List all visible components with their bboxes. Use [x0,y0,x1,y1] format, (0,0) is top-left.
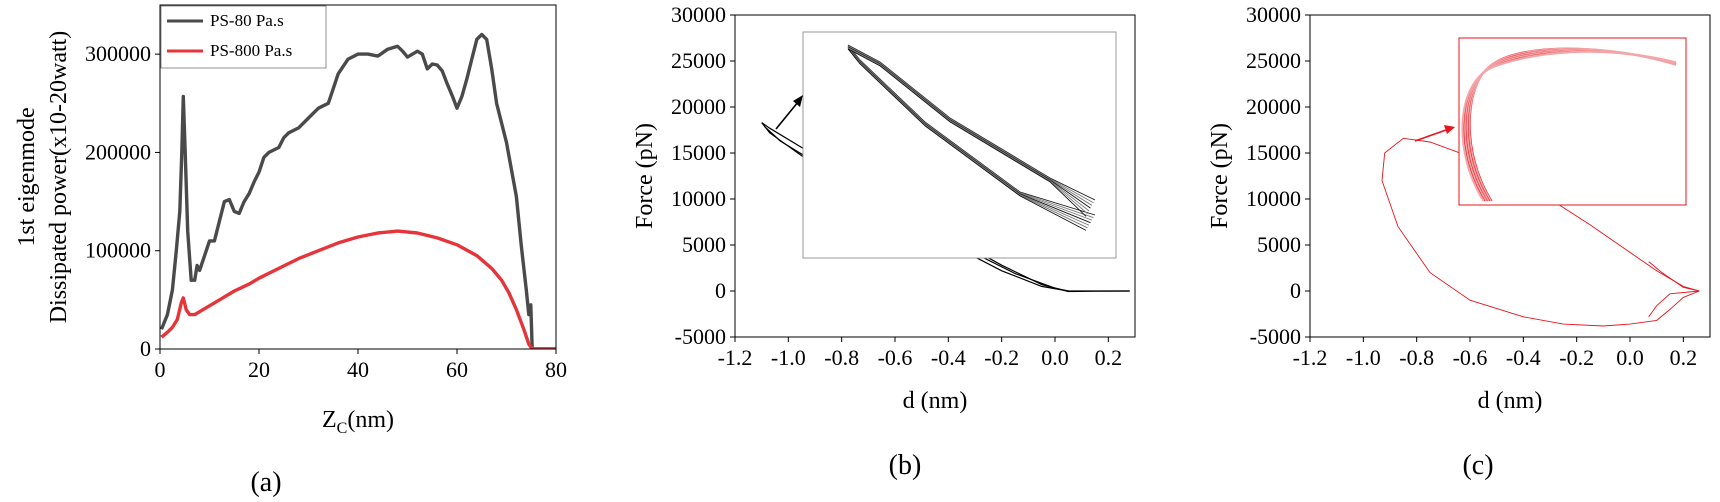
panel-b-inset-loops [847,44,1096,231]
panel-b-ytick-label: 10000 [671,186,726,211]
panel-b-xtick-label: -0.2 [984,345,1019,370]
panel-b-xtick-label: 0.2 [1095,345,1123,370]
panel-c-ytick-label: -5000 [1250,324,1301,349]
panel-c-inset-curves [1461,47,1677,202]
panel-b-ticks: -1.2 -1.0 -0.8 -0.6 -0.4 -0.2 0.0 0.2 -5000 0 5000… [671,2,1122,370]
panel-c-xtick-label: -0.2 [1559,345,1594,370]
panel-c-xtick-label: 0.0 [1616,345,1644,370]
panel-c-series-layer [1381,137,1700,327]
panel-c-xtick-label: -0.8 [1399,345,1434,370]
panel-b-ytick-label: 15000 [671,140,726,165]
panel-b-arrow-head [793,95,803,107]
panel-c-ticks: -1.2 -1.0 -0.8 -0.6 -0.4 -0.2 0.0 0.2 -5000 0 5000… [1246,2,1697,370]
panel-c-arrow-shaft [1414,129,1447,142]
panel-a-caption: (a) [250,467,281,498]
panel-a-xtick-label: 0 [155,357,166,382]
panel-b-ytick-label: 20000 [671,94,726,119]
panel-c-ytick-label: 30000 [1246,2,1301,27]
panel-c-ytick-label: 20000 [1246,94,1301,119]
panel-c-loop-line [1648,290,1700,318]
panel-b-xtick-label: -1.2 [718,345,753,370]
panel-b: -1.2 -1.0 -0.8 -0.6 -0.4 -0.2 0.0 0.2 -5000 0 5000… [632,2,1136,481]
panel-a-ticks: 0 20 40 60 80 0 100000 200000 300000 [85,41,567,382]
panel-a-legend-box [160,5,327,69]
panel-b-xtick-label: -0.8 [824,345,859,370]
panel-c-zoom-arrow [1414,125,1455,142]
series-line-ps80 [160,32,556,349]
panel-c-plot-frame [1309,14,1711,338]
panel-c-xtick-label: -0.4 [1506,345,1541,370]
panel-b-plot-frame [734,14,1136,338]
panel-a: 0 20 40 60 80 0 100000 200000 300000 PS-80 Pa.s … [14,4,567,498]
panel-b-inset-loop [847,48,1087,231]
panel-a-ytick-label: 100000 [85,238,151,263]
panel-b-ytick-label: -5000 [675,324,726,349]
panel-a-legend: PS-80 Pa.s PS-800 Pa.s [160,5,327,69]
panel-a-ylabel: 1st eigenmode Dissipated power(x10-20wat… [14,31,72,324]
panel-a-xtick-label: 60 [446,357,468,382]
panel-a-xtick-label: 20 [248,357,270,382]
panel-b-zoom-arrow [775,95,803,130]
panel-a-xtick-label: 40 [347,357,369,382]
legend-label-ps800: PS-800 Pa.s [210,41,292,60]
panel-b-arrow-shaft [775,101,799,130]
panel-c-ytick-label: 25000 [1246,48,1301,73]
panel-b-xtick-label: -0.4 [931,345,966,370]
panel-c-loop-line [1381,137,1700,327]
panel-a-ytick-label: 0 [140,336,151,361]
panel-c-ytick-label: 0 [1290,278,1301,303]
panel-c-xtick-label: 0.2 [1670,345,1698,370]
panel-a-ytick-label: 300000 [85,41,151,66]
panel-c-loop-line [1648,261,1700,292]
panel-b-ytick-label: 25000 [671,48,726,73]
panel-b-xtick-label: -0.6 [878,345,913,370]
panel-c-caption: (c) [1462,450,1493,481]
panel-a-ylabel-line2: Dissipated power(x10-20watt) [46,31,72,324]
panel-a-series-layer [160,32,556,349]
panel-b-ytick-label: 0 [715,278,726,303]
legend-label-ps80: PS-80 Pa.s [210,11,284,30]
series-line-ps800 [160,229,556,349]
panel-c-ytick-label: 15000 [1246,140,1301,165]
panel-b-xlabel: d (nm) [903,388,968,414]
panel-c-ytick-label: 10000 [1246,186,1301,211]
panel-a-xlabel: ZC(nm) [322,407,394,437]
panel-b-caption: (b) [889,450,922,481]
panel-a-xtick-label: 80 [545,357,567,382]
panel-c: -1.2 -1.0 -0.8 -0.6 -0.4 -0.2 0.0 0.2 -5000 0 5000… [1207,2,1711,481]
panel-c-ytick-label: 5000 [1257,232,1301,257]
panel-b-inset-box [802,31,1117,259]
panel-c-xtick-label: -1.0 [1346,345,1381,370]
panel-c-xtick-label: -1.2 [1293,345,1328,370]
panel-c-ylabel: Force (pN) [1207,123,1233,229]
panel-c-inset-curve [1461,50,1677,202]
panel-a-ytick-label: 200000 [85,139,151,164]
panel-b-ytick-label: 5000 [682,232,726,257]
panel-c-arrow-head [1444,125,1455,134]
panel-a-ylabel-line1: 1st eigenmode [14,107,40,246]
panel-c-xtick-label: -0.6 [1453,345,1488,370]
panel-c-inset [1458,37,1687,206]
panel-c-xlabel: d (nm) [1478,388,1543,414]
panel-b-xtick-label: 0.0 [1041,345,1069,370]
panel-b-ylabel: Force (pN) [632,123,658,229]
panel-b-inset [802,31,1117,259]
panel-b-ytick-label: 30000 [671,2,726,27]
panel-b-xtick-label: -1.0 [771,345,806,370]
